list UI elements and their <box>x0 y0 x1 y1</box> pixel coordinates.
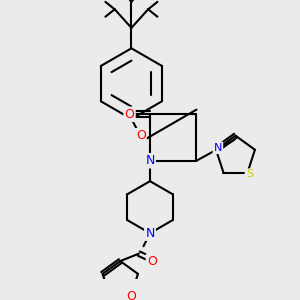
Text: O: O <box>124 108 134 121</box>
Text: N: N <box>145 154 155 167</box>
Text: O: O <box>126 290 136 300</box>
Text: N: N <box>214 143 222 153</box>
Text: O: O <box>136 129 146 142</box>
Text: N: N <box>145 227 155 240</box>
Text: S: S <box>246 169 253 179</box>
Text: O: O <box>147 255 157 268</box>
